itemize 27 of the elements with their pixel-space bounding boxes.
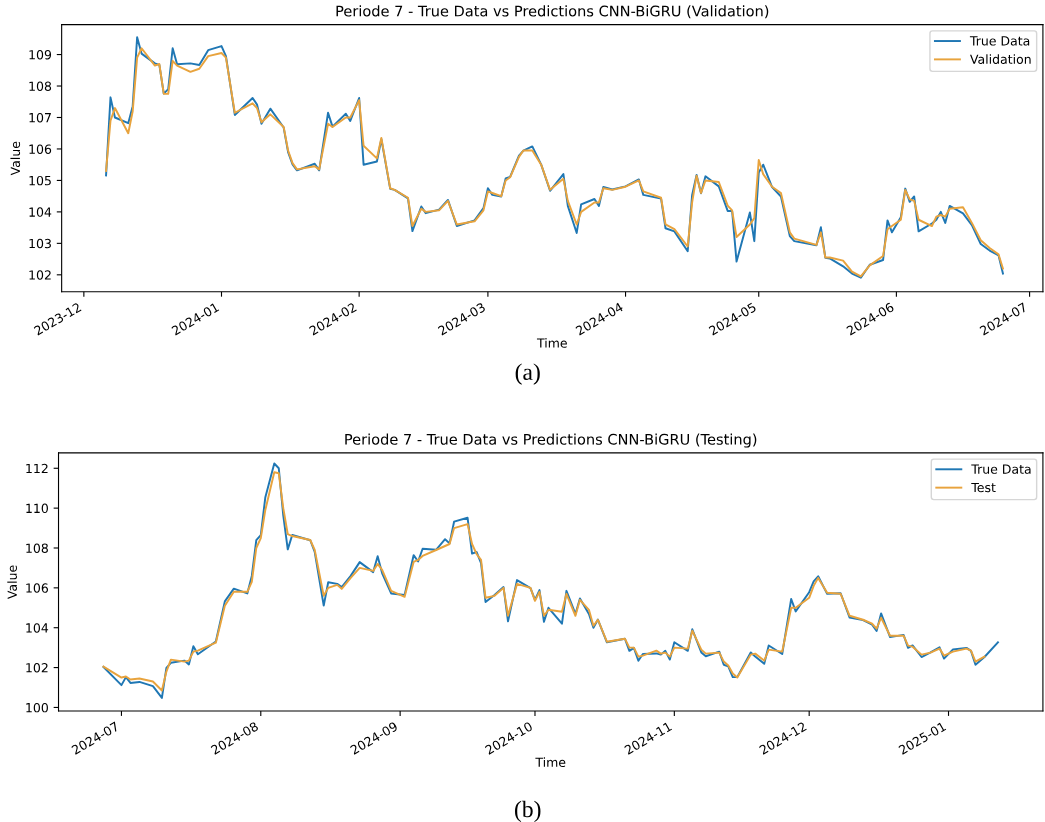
text: (a) (515, 363, 540, 385)
y-axis-title: Value (10, 141, 21, 176)
y-tick-label: 102 (26, 663, 48, 673)
y-tick-label: 100 (26, 702, 48, 713)
x-axis-title: Time (535, 757, 566, 768)
legend-label: Test (971, 482, 996, 493)
y-tick-label: 104 (26, 623, 49, 633)
y-tick-label: 106 (26, 583, 49, 593)
y-tick-label: 108 (29, 81, 52, 91)
y-axis-title: Value (7, 565, 17, 600)
text: (b) (515, 800, 541, 822)
y-tick-label: 104 (29, 207, 52, 217)
chart-title: Periode 7 - True Data vs Predictions CNN-BiGRU (Testing) (345, 433, 757, 448)
y-tick-label: 108 (26, 543, 48, 553)
y-tick-label: 103 (29, 238, 51, 249)
legend-label: Validation (970, 54, 1031, 64)
y-tick-label: 109 (29, 50, 52, 60)
y-tick-label: 102 (29, 270, 51, 280)
chart-title: Periode 7 - True Data vs Predictions CNN-BiGRU (Validation) (336, 5, 769, 19)
y-tick-label: 106 (29, 144, 52, 154)
x-axis-title: Time (536, 338, 567, 348)
y-tick-label: 112 (26, 463, 48, 474)
y-tick-label: 107 (29, 112, 51, 123)
y-tick-label: 105 (29, 175, 51, 186)
legend-label: True Data (969, 36, 1030, 46)
legend-label: True Data (971, 464, 1031, 474)
y-tick-label: 110 (26, 503, 48, 514)
